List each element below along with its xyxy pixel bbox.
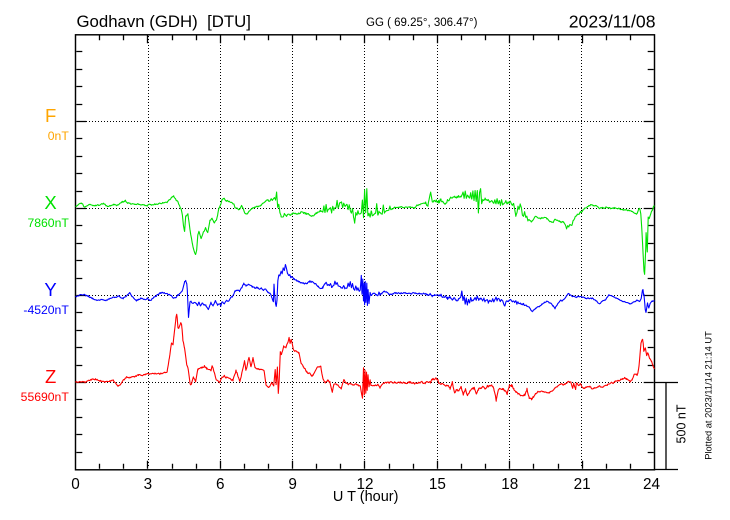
svg-text:7860nT: 7860nT bbox=[27, 216, 69, 230]
svg-text:3: 3 bbox=[144, 476, 153, 493]
svg-text:GG ( 69.25°, 306.47°): GG ( 69.25°, 306.47°) bbox=[366, 17, 478, 29]
svg-text:-4520nT: -4520nT bbox=[23, 303, 69, 317]
svg-text:12: 12 bbox=[356, 476, 373, 493]
svg-text:U T (hour): U T (hour) bbox=[333, 489, 399, 505]
svg-text:55690nT: 55690nT bbox=[21, 390, 70, 404]
svg-text:Plotted at 2023/11/14 21:14 UT: Plotted at 2023/11/14 21:14 UT bbox=[704, 331, 714, 460]
svg-text:18: 18 bbox=[501, 476, 518, 493]
svg-text:500 nT: 500 nT bbox=[674, 404, 688, 443]
svg-text:F: F bbox=[45, 105, 56, 126]
svg-text:15: 15 bbox=[429, 476, 446, 493]
svg-text:Z: Z bbox=[45, 366, 56, 387]
svg-text:24: 24 bbox=[643, 476, 661, 493]
svg-text:Godhavn (GDH) [DTU]: Godhavn (GDH) [DTU] bbox=[77, 12, 251, 31]
svg-text:21: 21 bbox=[574, 476, 591, 493]
svg-text:0nT: 0nT bbox=[48, 129, 70, 143]
svg-text:2023/11/08: 2023/11/08 bbox=[569, 12, 656, 32]
svg-text:X: X bbox=[44, 192, 56, 213]
svg-text:Y: Y bbox=[44, 279, 56, 300]
svg-text:9: 9 bbox=[288, 476, 297, 493]
svg-text:0: 0 bbox=[71, 476, 80, 493]
svg-text:6: 6 bbox=[216, 476, 225, 493]
